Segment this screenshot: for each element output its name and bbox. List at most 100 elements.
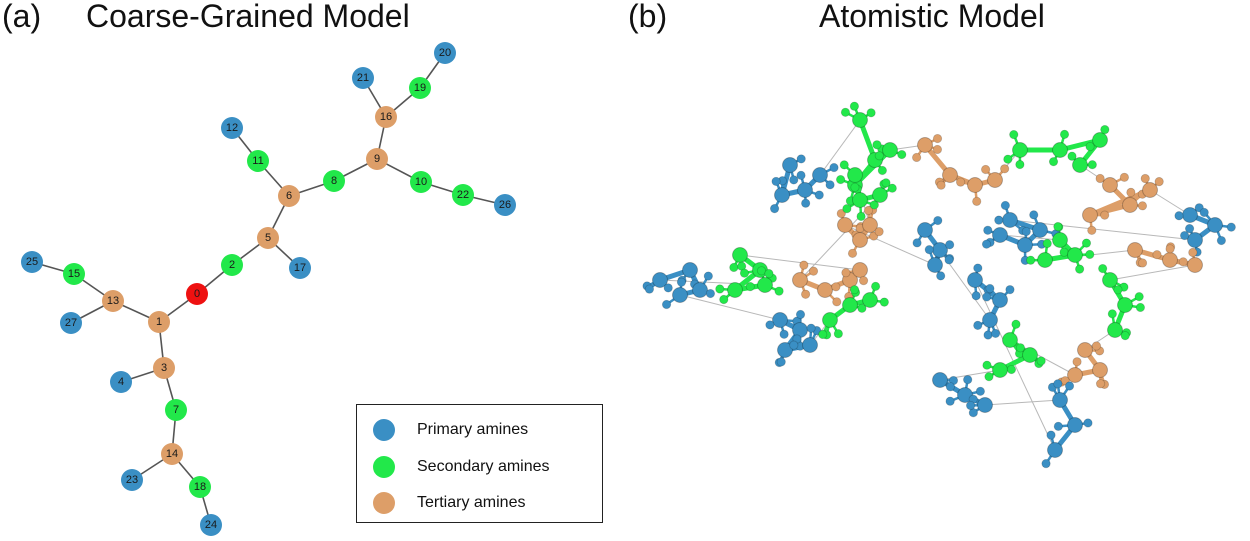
hydrogen-atom	[1100, 125, 1110, 135]
heavy-atom	[917, 137, 933, 153]
node-circle-20	[434, 42, 456, 64]
hydrogen-atom	[1098, 263, 1108, 274]
atomistic-atoms	[642, 101, 1236, 469]
node-label-13: 13	[107, 295, 119, 307]
hydrogen-atom	[1081, 238, 1092, 248]
node-label-26: 26	[499, 199, 511, 211]
hydrogen-atom	[1053, 222, 1063, 232]
hydrogen-atom	[973, 263, 983, 273]
node-label-6: 6	[286, 190, 292, 202]
hydrogen-atom	[874, 151, 884, 161]
node-label-7: 7	[173, 404, 179, 416]
hydrogen-atom	[1011, 319, 1021, 329]
heavy-atom	[1072, 157, 1088, 173]
hydrogen-atom	[1009, 129, 1019, 140]
node-circle-18	[189, 476, 211, 498]
heavy-atom	[917, 222, 933, 238]
node-circle-0	[186, 283, 208, 305]
hydrogen-atom	[832, 297, 842, 307]
node-10: 10	[410, 171, 432, 193]
node-0: 0	[186, 283, 208, 305]
hydrogen-atom	[982, 292, 992, 302]
heavy-atom	[797, 182, 813, 198]
heavy-atom	[992, 292, 1008, 308]
node-label-12: 12	[226, 122, 238, 134]
node-12: 12	[221, 117, 243, 139]
hydrogen-atom	[719, 294, 729, 305]
hydrogen-atom	[1021, 226, 1031, 237]
hydrogen-atom	[849, 285, 860, 295]
hydrogen-atom	[924, 245, 934, 255]
node-5: 5	[257, 227, 279, 249]
hydrogen-atom	[676, 277, 687, 287]
node-20: 20	[434, 42, 456, 64]
hydrogen-atom	[765, 320, 775, 330]
node-circle-22	[452, 184, 474, 206]
hydrogen-atom	[836, 174, 846, 185]
heavy-atom	[852, 112, 868, 128]
heavy-atom	[842, 297, 858, 313]
heavy-atom	[1052, 392, 1068, 408]
legend-item-tertiary: Tertiary amines	[373, 491, 525, 515]
heavy-atom	[1002, 212, 1018, 228]
hydrogen-atom	[801, 289, 811, 299]
heavy-atom	[1102, 272, 1118, 288]
hydrogen-atom	[983, 330, 993, 340]
heavy-atom	[1122, 197, 1138, 213]
hydrogen-atom	[1036, 356, 1046, 366]
heavy-atom	[847, 167, 863, 183]
hydrogen-atom	[1053, 379, 1063, 389]
hydrogen-atom	[858, 275, 869, 286]
hydrogen-atom	[756, 266, 767, 276]
heavy-atom	[882, 142, 898, 158]
hydrogen-atom	[1029, 210, 1039, 220]
hydrogen-atom	[1154, 177, 1164, 187]
hydrogen-atom	[985, 283, 995, 294]
hydrogen-atom	[1003, 154, 1013, 164]
hydrogen-atom	[1184, 224, 1195, 234]
node-16: 16	[375, 106, 397, 128]
heavy-atom	[927, 257, 943, 273]
hydrogen-atom	[1015, 159, 1025, 170]
heavy-atom	[1117, 297, 1133, 313]
node-circle-1	[148, 311, 170, 333]
hydrogen-atom	[1174, 211, 1184, 221]
node-23: 23	[121, 469, 143, 491]
graph-nodes: 0123456789101112131415161718192021222324…	[21, 42, 516, 536]
hydrogen-atom	[869, 200, 879, 210]
backbone-link	[819, 119, 861, 176]
node-21: 21	[352, 67, 374, 89]
hydrogen-atom	[1135, 302, 1145, 313]
heavy-atom	[1012, 142, 1028, 158]
hydrogen-atom	[1226, 222, 1236, 232]
hydrogen-atom	[849, 101, 859, 111]
heavy-atom	[812, 167, 828, 183]
hydrogen-atom	[796, 154, 806, 164]
heavy-atom	[1052, 142, 1068, 158]
heavy-atom	[977, 397, 993, 413]
heavy-atom	[727, 282, 743, 298]
heavy-atom	[1052, 232, 1068, 248]
hydrogen-atom	[1152, 250, 1162, 260]
hydrogen-atom	[644, 284, 655, 294]
hydrogen-atom	[1165, 244, 1175, 254]
legend: Primary amines Secondary amines Tertiary…	[356, 404, 603, 523]
heavy-atom	[1037, 252, 1053, 268]
heavy-atom	[837, 217, 853, 233]
hydrogen-atom	[661, 299, 672, 310]
hydrogen-atom	[729, 262, 739, 273]
panel-b-title: Atomistic Model	[819, 0, 1045, 34]
hydrogen-atom	[994, 215, 1004, 225]
node-24: 24	[200, 514, 222, 536]
hydrogen-atom	[1067, 151, 1077, 161]
node-1: 1	[148, 311, 170, 333]
hydrogen-atom	[973, 320, 983, 330]
heavy-atom	[852, 192, 868, 208]
node-circle-14	[161, 443, 183, 465]
heavy-atom	[987, 172, 1003, 188]
atomistic-model-image	[642, 101, 1236, 469]
node-circle-6	[278, 185, 300, 207]
hydrogen-atom	[1107, 309, 1117, 319]
heavy-atom	[1092, 362, 1108, 378]
node-11: 11	[247, 150, 269, 172]
